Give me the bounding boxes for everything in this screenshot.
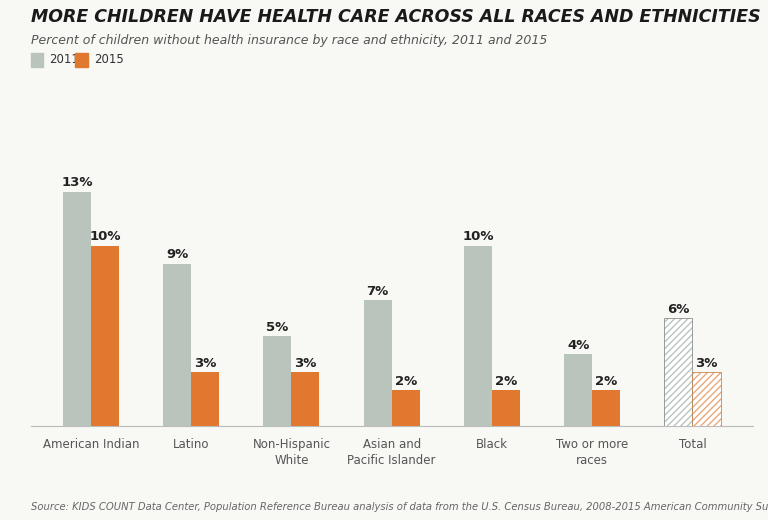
Text: 2%: 2% — [395, 374, 417, 387]
Text: 6%: 6% — [667, 303, 690, 316]
Text: 9%: 9% — [166, 249, 188, 262]
Bar — [363, 300, 392, 426]
Text: 2%: 2% — [495, 374, 517, 387]
Bar — [664, 318, 693, 426]
Text: 2%: 2% — [595, 374, 617, 387]
Text: 10%: 10% — [462, 230, 494, 243]
Text: 10%: 10% — [89, 230, 121, 243]
Text: 13%: 13% — [61, 176, 93, 189]
Text: 3%: 3% — [194, 357, 217, 370]
Text: 3%: 3% — [695, 357, 718, 370]
Bar — [191, 372, 219, 426]
Bar — [693, 372, 720, 426]
Bar — [163, 264, 191, 426]
Bar — [492, 391, 520, 426]
Bar — [464, 246, 492, 426]
Text: 3%: 3% — [294, 357, 316, 370]
Text: 7%: 7% — [366, 284, 389, 297]
Bar — [91, 246, 119, 426]
Text: MORE CHILDREN HAVE HEALTH CARE ACROSS ALL RACES AND ETHNICITIES: MORE CHILDREN HAVE HEALTH CARE ACROSS AL… — [31, 8, 760, 26]
Bar — [564, 354, 592, 426]
Text: 2015: 2015 — [94, 53, 124, 66]
Text: 5%: 5% — [266, 320, 289, 333]
Text: 2011: 2011 — [49, 53, 79, 66]
Bar — [664, 318, 693, 426]
Text: 4%: 4% — [567, 339, 589, 352]
Bar — [592, 391, 621, 426]
Bar — [63, 192, 91, 426]
Bar — [263, 336, 291, 426]
Bar — [392, 391, 420, 426]
Text: Source: KIDS COUNT Data Center, Population Reference Bureau analysis of data fro: Source: KIDS COUNT Data Center, Populati… — [31, 502, 768, 512]
Text: Percent of children without health insurance by race and ethnicity, 2011 and 201: Percent of children without health insur… — [31, 34, 547, 47]
Bar — [291, 372, 319, 426]
Bar — [693, 372, 720, 426]
